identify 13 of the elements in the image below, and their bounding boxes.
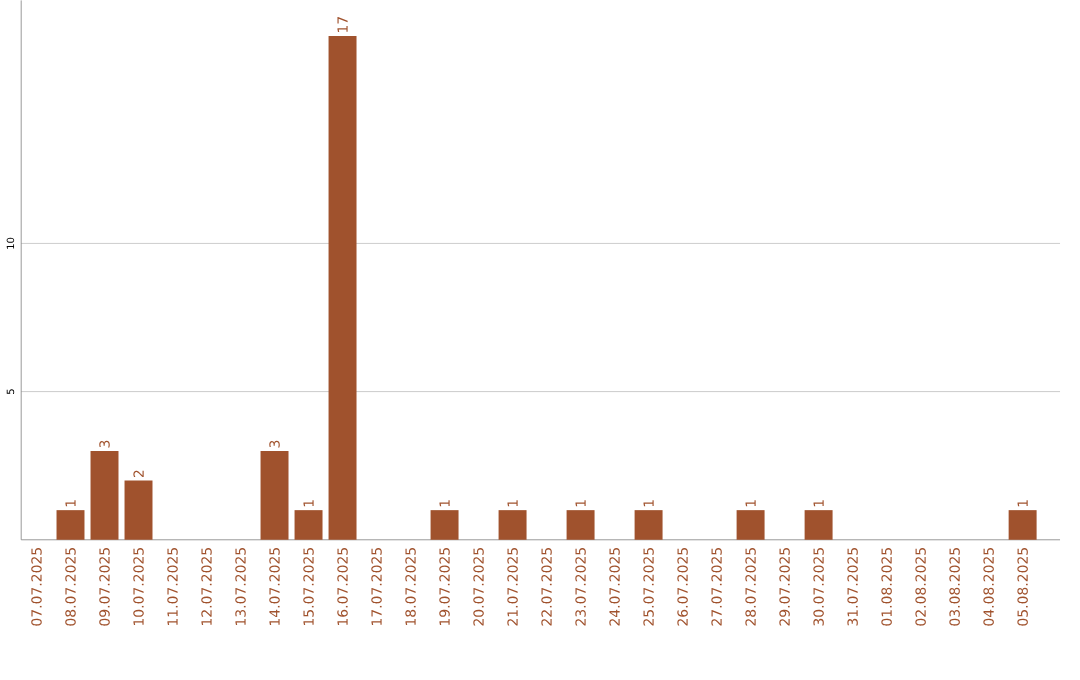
bar (430, 510, 459, 540)
bar (736, 510, 765, 540)
bar (1008, 510, 1037, 540)
bar (328, 36, 357, 540)
bar (260, 451, 289, 540)
bar (566, 510, 595, 540)
bar (294, 510, 323, 540)
bar (56, 510, 85, 540)
bar (804, 510, 833, 540)
bar (634, 510, 663, 540)
bar (90, 451, 119, 540)
bar (498, 510, 527, 540)
bar (124, 480, 153, 540)
